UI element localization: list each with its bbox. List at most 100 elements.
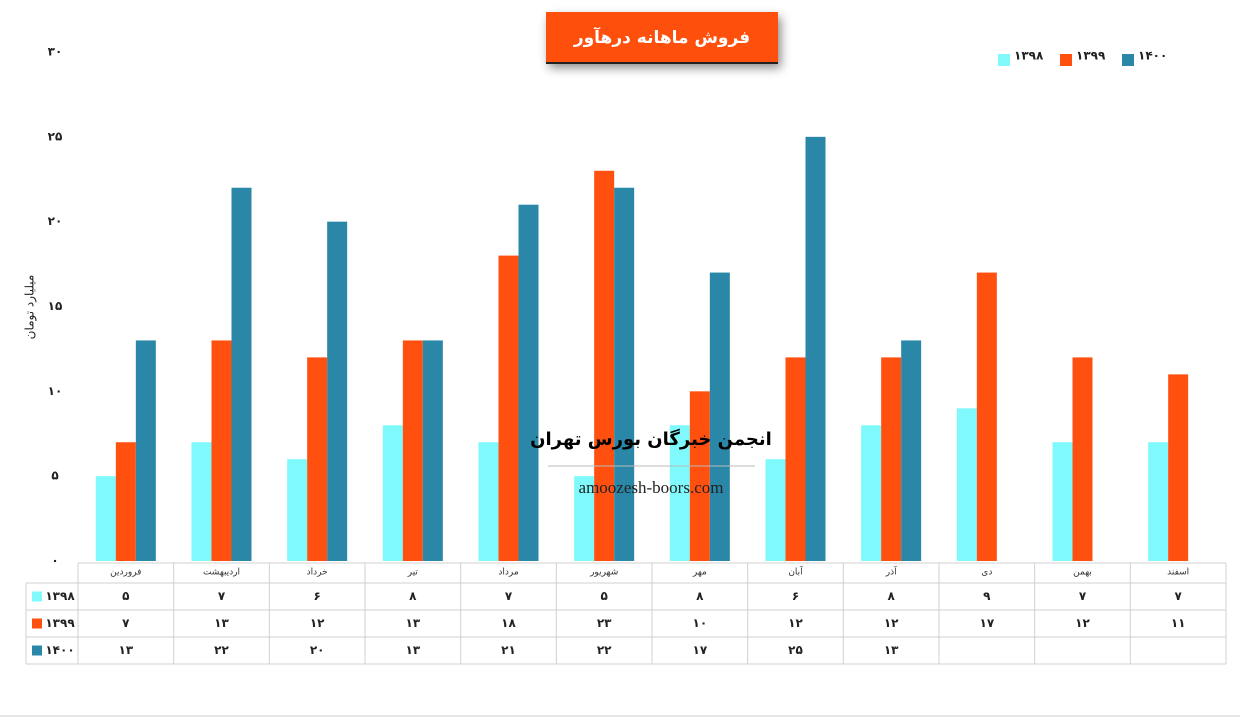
table-cell: ۶ — [792, 589, 799, 603]
bar — [785, 357, 806, 561]
x-tick-label: فروردین — [110, 568, 141, 578]
table-cell: ۹ — [983, 589, 991, 603]
y-tick-label: ۱۰ — [48, 384, 63, 398]
table-cell: ۷ — [218, 589, 226, 603]
bar — [574, 476, 595, 561]
y-tick-label: ۵ — [51, 469, 58, 483]
y-tick-label: ۲۵ — [48, 129, 63, 143]
bar — [191, 442, 212, 561]
x-tick-label: تیر — [407, 568, 419, 578]
bar — [1072, 357, 1093, 561]
table-cell: ۱۲ — [788, 616, 803, 630]
y-tick-label: ۲۰ — [48, 214, 63, 228]
table-cell: ۲۱ — [501, 643, 516, 657]
bar — [115, 442, 136, 561]
table-cell: ۷ — [122, 616, 130, 630]
table-cell: ۱۲ — [310, 616, 325, 630]
table-row-label: ۱۳۹۸ — [45, 589, 75, 603]
table-cell: ۵ — [122, 589, 129, 603]
table-cell: ۱۰ — [693, 616, 708, 630]
legend-swatch — [32, 591, 42, 602]
bar — [861, 425, 882, 561]
table-cell: ۵ — [601, 589, 608, 603]
bar — [901, 340, 922, 561]
x-tick-label: اردیبهشت — [203, 568, 240, 578]
legend-swatch — [32, 618, 42, 629]
legend-swatch — [998, 54, 1010, 66]
bar — [95, 476, 116, 561]
bar — [689, 391, 710, 561]
table-cell: ۱۱ — [1171, 616, 1186, 630]
legend-label: ۱۳۹۸ — [1014, 49, 1044, 63]
legend-swatch — [32, 645, 42, 656]
x-tick-label: مرداد — [498, 568, 518, 578]
x-tick-label: اسفند — [1167, 568, 1189, 578]
x-tick-label: آذر — [885, 566, 897, 578]
table-cell: ۱۲ — [1075, 616, 1090, 630]
table-cell: ۲۵ — [788, 643, 803, 657]
bar — [614, 187, 635, 561]
table-cell: ۲۲ — [597, 643, 612, 657]
legend-label: ۱۴۰۰ — [1138, 49, 1167, 63]
chart-title: فروش ماهانه درهآور — [573, 26, 750, 48]
table-cell: ۷ — [1079, 589, 1087, 603]
y-tick-label: ۰ — [51, 554, 58, 568]
legend-swatch — [1060, 54, 1072, 66]
bar — [498, 255, 519, 561]
bar — [1168, 374, 1189, 561]
bar — [594, 170, 615, 561]
table-cell: ۲۰ — [310, 643, 325, 657]
x-tick-label: خرداد — [307, 568, 328, 578]
table-cell: ۱۳ — [214, 616, 229, 630]
x-tick-label: بهمن — [1073, 568, 1092, 578]
table-cell: ۲۲ — [214, 643, 229, 657]
table-cell: ۱۷ — [980, 616, 995, 630]
x-tick-label: شهریور — [589, 568, 618, 578]
bar — [135, 340, 156, 561]
watermark-title: انجمن خبرگان بورس تهران — [530, 428, 772, 450]
x-tick-label: مهر — [692, 568, 707, 578]
bar — [478, 442, 499, 561]
bar — [976, 272, 997, 561]
bar — [518, 204, 539, 561]
table-cell: ۱۳ — [884, 643, 899, 657]
bar — [307, 357, 328, 561]
bar — [402, 340, 423, 561]
y-tick-label: ۱۵ — [48, 299, 63, 313]
table-cell: ۱۷ — [693, 643, 708, 657]
bar — [422, 340, 443, 561]
bar — [956, 408, 977, 561]
bar — [327, 221, 348, 561]
table-cell: ۷ — [1175, 589, 1183, 603]
table-cell: ۱۳ — [119, 643, 134, 657]
table-cell: ۲۳ — [597, 616, 612, 630]
x-tick-label: دی — [981, 568, 992, 578]
table-cell: ۶ — [314, 589, 321, 603]
x-tick-label: آبان — [788, 566, 803, 578]
bar — [1052, 442, 1073, 561]
table-cell: ۸ — [888, 589, 896, 603]
bar — [231, 187, 252, 561]
bar — [382, 425, 403, 561]
bar — [669, 425, 690, 561]
table-row-label: ۱۳۹۹ — [45, 616, 75, 630]
table-cell: ۱۸ — [501, 616, 516, 630]
table-cell: ۷ — [505, 589, 513, 603]
y-tick-label: ۳۰ — [48, 45, 63, 59]
table-cell: ۱۳ — [406, 643, 421, 657]
table-cell: ۱۲ — [884, 616, 899, 630]
table-row-label: ۱۴۰۰ — [45, 643, 74, 657]
y-axis-label: میلیارد تومان — [23, 275, 38, 340]
table-cell: ۸ — [696, 589, 704, 603]
table-cell: ۱۳ — [406, 616, 421, 630]
bar — [709, 272, 730, 561]
table-cell: ۸ — [409, 589, 417, 603]
bar — [1148, 442, 1169, 561]
bar — [805, 136, 826, 562]
bar — [211, 340, 232, 561]
bar — [765, 459, 786, 561]
bar — [881, 357, 902, 561]
bar — [287, 459, 308, 561]
legend-label: ۱۳۹۹ — [1076, 49, 1106, 63]
